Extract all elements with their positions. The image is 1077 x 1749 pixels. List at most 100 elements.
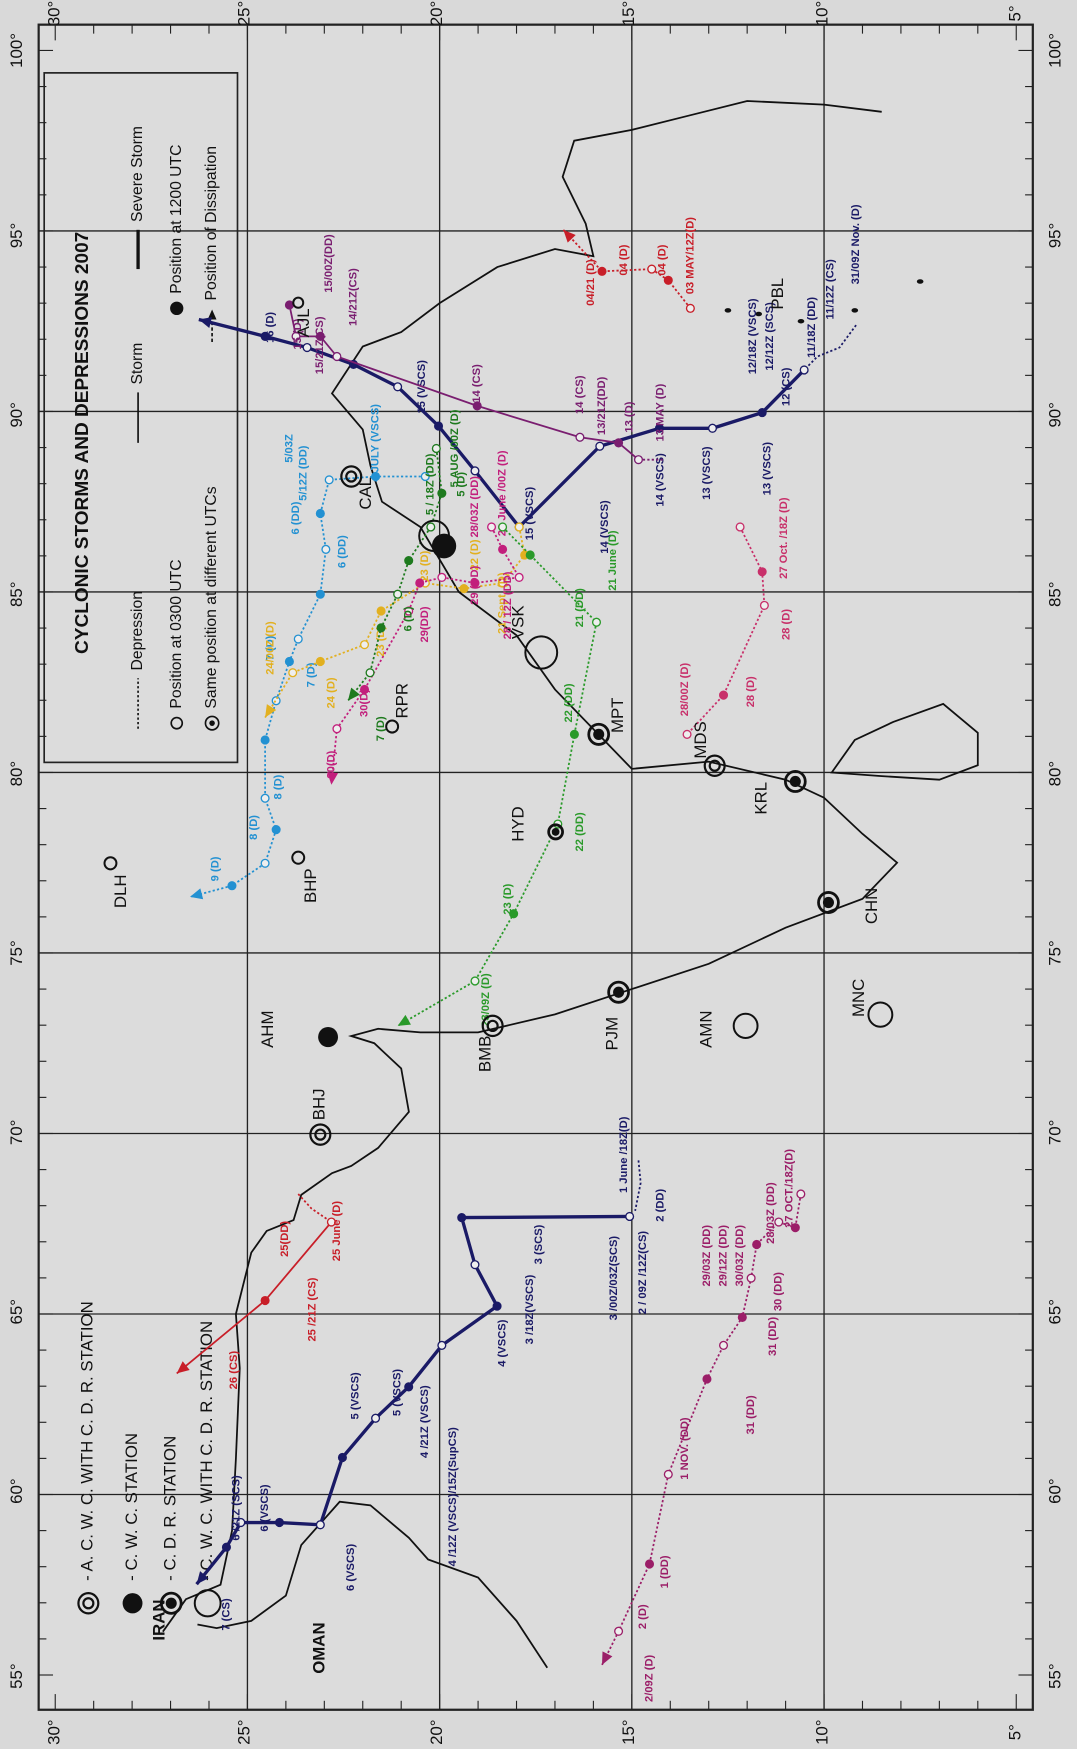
lon-label: 100°: [7, 33, 26, 68]
track-label: 4 /21Z (VSCS): [419, 1385, 431, 1458]
station-marker: [547, 823, 564, 841]
track-point: [359, 684, 370, 695]
track-point: [647, 264, 657, 274]
track-point: [492, 1301, 502, 1311]
track-label: 12 (CS): [780, 367, 792, 406]
track-point: [735, 522, 745, 532]
station-marker: [822, 896, 834, 909]
place-label: CHN: [862, 888, 881, 924]
track-arrow: [563, 229, 576, 243]
track-label: 4 JULY (VSCS): [370, 404, 382, 482]
lon-label: 75°: [1045, 940, 1064, 965]
track-label: 2 / 09Z /12Z(CS): [637, 1231, 649, 1315]
track-label: 22 (DD): [563, 683, 575, 722]
lon-label: 100°: [1045, 33, 1064, 68]
track-point: [332, 351, 342, 362]
track-label: 30/03Z (DD): [734, 1225, 746, 1287]
track-point: [426, 522, 436, 532]
track-point: [591, 617, 602, 627]
track-label: 23/09Z (D): [480, 973, 492, 1027]
track-label: 12/18Z (VSCS): [747, 298, 759, 374]
lon-label: 60°: [7, 1478, 26, 1503]
station-marker: [193, 1589, 222, 1618]
track-point: [569, 729, 579, 739]
track-point: [470, 578, 480, 588]
track-point: [685, 303, 695, 313]
track-arrow: [198, 317, 212, 328]
track-point: [799, 365, 809, 375]
track-label: 6 (VSCS): [259, 1484, 271, 1532]
island: [916, 279, 924, 284]
legend-symbol: [209, 720, 215, 726]
track-label: 14 (CS): [574, 375, 586, 414]
lon-label: 65°: [1045, 1299, 1064, 1324]
station-marker: [613, 986, 625, 998]
track-point: [470, 1260, 480, 1270]
track-point: [759, 600, 769, 611]
track-label: 16 (D): [265, 312, 277, 343]
track-label: 3 /00Z/03Z(SCS): [608, 1236, 620, 1321]
station-marker: [77, 1592, 100, 1615]
track-point: [437, 572, 447, 582]
island: [755, 311, 763, 317]
lat-label: 25°: [235, 1, 254, 26]
track-point: [796, 1189, 806, 1199]
lon-label: 90°: [7, 402, 26, 427]
track-line: [347, 448, 443, 702]
track-point: [271, 825, 281, 835]
station-marker: [165, 1597, 177, 1609]
track-point: [633, 455, 643, 465]
track-point: [315, 656, 325, 667]
track-line: [686, 526, 766, 735]
place-label: IRAN: [150, 1600, 169, 1641]
legend-box: [43, 72, 239, 764]
track-label: 6 (VSCS): [345, 1543, 357, 1591]
track-point: [221, 1542, 231, 1552]
lon-label: 90°: [1045, 402, 1064, 427]
track-point: [404, 606, 414, 616]
track-arrow: [327, 771, 339, 785]
track-label: 4 /12Z (VSCS)/15Z(SupCS): [447, 1427, 459, 1567]
track-label: 3 (SCS): [533, 1224, 545, 1264]
station-legend-text: - C. W. C. STATION: [122, 1433, 141, 1581]
track-label: 28 / 12Z (DD): [502, 571, 514, 639]
station-marker: [593, 728, 605, 740]
place-label: VSK: [509, 605, 528, 639]
track-point: [614, 438, 624, 448]
track-label: 30(D): [325, 750, 337, 778]
station-marker: [431, 533, 457, 559]
track-label: 5 / 18Z (DD): [425, 453, 437, 515]
track-point: [434, 421, 444, 431]
track-label: 25 /21Z (CS): [307, 1277, 319, 1341]
station-marker: [309, 1123, 332, 1146]
lon-label: 65°: [7, 1299, 26, 1324]
track-point: [470, 466, 480, 476]
track-arrow: [196, 1571, 209, 1585]
track-point: [457, 1212, 467, 1223]
place-label: AMN: [696, 1011, 715, 1048]
track-label: 25(DD): [279, 1221, 291, 1257]
track-label: 5 (D): [456, 472, 468, 497]
track-label: 03 MAY/12Z(D): [684, 217, 696, 295]
track-label: 5/03Z: [283, 434, 295, 463]
legend-text: Position at 1200 UTC: [168, 145, 185, 294]
track-label: 14/21Z(CS): [347, 268, 359, 326]
station-marker: [103, 856, 118, 871]
track-label: 29/03Z (DD): [701, 1225, 713, 1287]
station-marker: [318, 1026, 339, 1048]
track-point: [260, 735, 270, 745]
track-point: [575, 432, 585, 442]
station-marker: [784, 769, 807, 793]
track-label: 13 (VSCS): [701, 446, 713, 500]
lat-label: 10°: [812, 1719, 831, 1744]
track-label: 7 (D): [265, 635, 277, 660]
track-point: [393, 589, 403, 599]
track-label: 15/00Z(DD): [323, 234, 335, 293]
track-label: 22 (DD): [574, 812, 586, 851]
track-label: 13/21Z(DD): [596, 376, 608, 435]
track-label: 13 (D): [624, 401, 636, 432]
legend-text: Same position at different UTCs: [203, 486, 220, 708]
lon-label: 85°: [1045, 581, 1064, 606]
track-label: 26 (CS): [228, 1350, 240, 1389]
legend-symbol: [204, 715, 220, 731]
